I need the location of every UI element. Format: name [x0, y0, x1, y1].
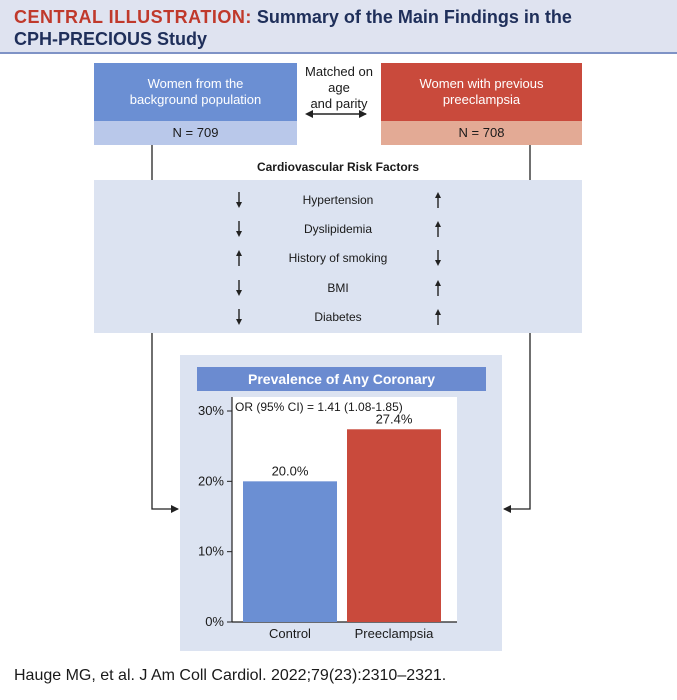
y-tick-label: 10% — [198, 544, 224, 559]
risk-factor-arrows — [236, 192, 441, 325]
control-group-line-1: Women from the — [147, 76, 244, 91]
control-down-arrow-icon — [236, 221, 242, 237]
x-category-label: Preeclampsia — [355, 626, 435, 641]
matched-line-1: Matched on — [305, 64, 373, 79]
y-tick-label: 20% — [198, 473, 224, 488]
risk-factors-title: Cardiovascular Risk Factors — [256, 160, 420, 174]
preeclampsia-down-arrow-icon — [435, 250, 441, 266]
header-title-part-1: Summary of the Main Findings in the — [256, 7, 572, 27]
matched-line-3: and parity — [310, 96, 368, 111]
preeclampsia-group-line-2: preeclampsia — [442, 92, 521, 107]
bar-value-label: 27.4% — [376, 411, 413, 426]
central-illustration-label: CENTRAL ILLUSTRATION: — [14, 7, 252, 27]
bar-value-label: 20.0% — [272, 463, 309, 478]
risk-factor-dyslipidemia: Dyslipidemia — [303, 222, 373, 236]
citation-footer: Hauge MG, et al. J Am Coll Cardiol. 2022… — [14, 667, 447, 684]
risk-factor-hypertension: Hypertension — [302, 193, 374, 207]
risk-factor-diabetes: Diabetes — [314, 310, 362, 324]
control-down-arrow-icon — [236, 309, 242, 325]
preeclampsia-group-line-1: Women with previous — [419, 76, 544, 91]
odds-ratio-annotation: OR (95% CI) = 1.41 (1.08-1.85) — [235, 400, 403, 414]
control-group-count: N = 709 — [94, 121, 297, 145]
preeclampsia-up-arrow-icon — [435, 192, 441, 208]
x-category-label: Control — [269, 626, 311, 641]
y-tick-label: 30% — [198, 403, 224, 418]
bar-preeclampsia — [347, 429, 441, 622]
control-down-arrow-icon — [236, 280, 242, 296]
right-connector-bottom — [503, 333, 531, 513]
risk-factors-panel: Hypertension Dyslipidemia History of smo… — [94, 180, 582, 333]
preeclampsia-group-count: N = 708 — [381, 121, 582, 145]
matched-line-2: age — [328, 80, 350, 95]
control-group-box: Women from the background population — [94, 63, 297, 121]
y-tick-label: 0% — [205, 614, 224, 629]
control-down-arrow-icon — [236, 192, 242, 208]
control-up-arrow-icon — [236, 250, 242, 266]
header-title-part-2: CPH-PRECIOUS Study — [14, 29, 208, 49]
preeclampsia-group-box: Women with previous preeclampsia — [381, 63, 582, 121]
bar-chart: OR (95% CI) = 1.41 (1.08-1.85) 0% 10% 20% 3… — [198, 397, 457, 641]
matched-on-text: Matched on age and parity — [300, 64, 378, 112]
header-banner: CENTRAL ILLUSTRATION: Summary of the Mai… — [0, 0, 677, 54]
control-group-line-2: background population — [129, 92, 262, 107]
header-title-line-1: CENTRAL ILLUSTRATION: Summary of the Mai… — [14, 7, 572, 28]
risk-factor-bmi: BMI — [327, 281, 349, 295]
left-connector-bottom — [151, 333, 179, 513]
bar-control — [243, 481, 337, 622]
risk-factor-smoking: History of smoking — [288, 251, 388, 265]
preeclampsia-up-arrow-icon — [435, 280, 441, 296]
preeclampsia-up-arrow-icon — [435, 221, 441, 237]
preeclampsia-up-arrow-icon — [435, 309, 441, 325]
